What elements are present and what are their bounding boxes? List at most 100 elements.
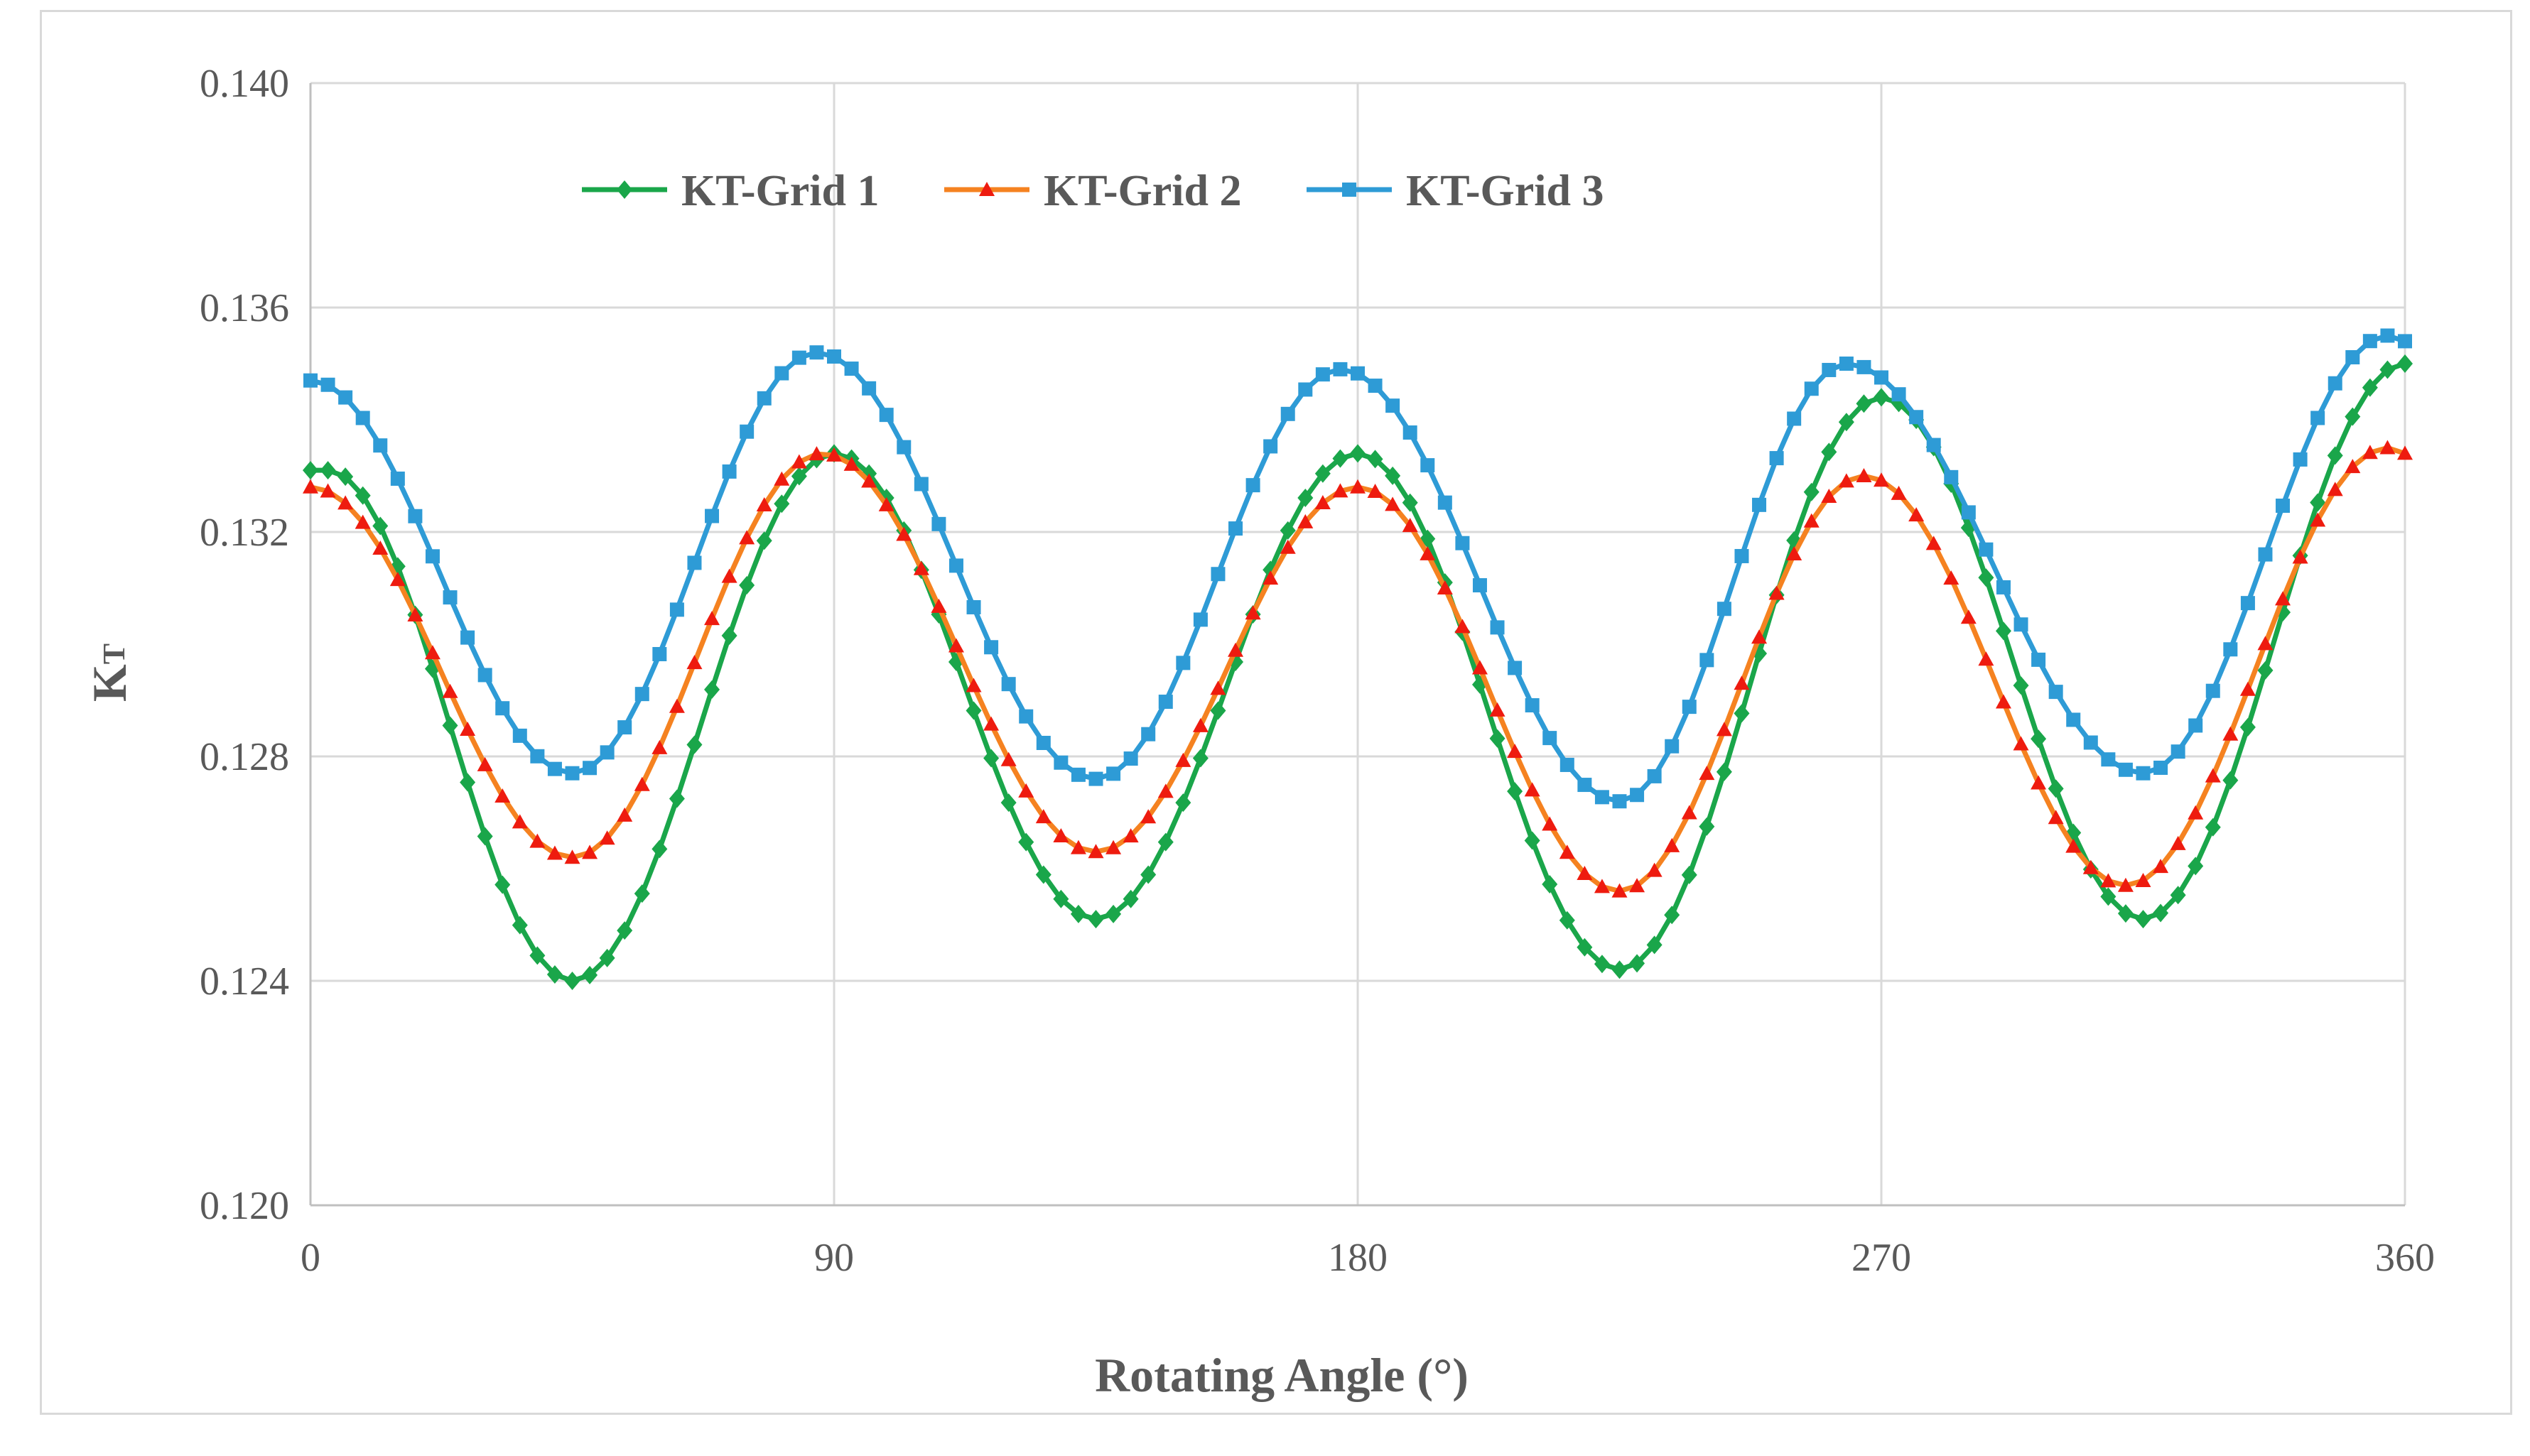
y-tick-label: 0.124 (200, 960, 289, 1004)
series-kt-grid-3-marker (2136, 766, 2151, 781)
series-kt-grid-2-marker (1734, 675, 1750, 690)
series-kt-grid-3-marker (2170, 744, 2185, 759)
series-kt-grid-2-marker (1175, 752, 1191, 767)
series-kt-grid-3-marker (1245, 478, 1260, 493)
series-kt-grid-2-marker (1210, 680, 1226, 695)
series-kt-grid-2-marker (1263, 570, 1279, 585)
legend-swatch-marker (1342, 183, 1356, 197)
legend-item-kt-grid-1: KT-Grid 1 (582, 167, 880, 215)
series-kt-grid-1-marker (1332, 449, 1348, 468)
series-kt-grid-2-marker (1297, 514, 1314, 528)
axes (309, 83, 2405, 1207)
series-kt-grid-2-marker (2222, 726, 2239, 741)
series-kt-grid-2-marker (1577, 866, 1593, 881)
series-kt-grid-1-marker (669, 789, 685, 808)
series-kt-grid-3-marker (1630, 788, 1645, 803)
series-kt-grid-2-marker (739, 530, 755, 545)
series-kt-grid-1-marker (774, 494, 790, 514)
series-kt-grid-2-marker (2048, 810, 2064, 825)
series-kt-grid-3-marker (1769, 451, 1784, 466)
series-kt-grid-3-marker (897, 440, 912, 455)
series-kt-grid-1-marker (704, 680, 720, 699)
legend-label: KT-Grid 2 (1044, 167, 1242, 215)
series-kt-grid-2-marker (2205, 768, 2221, 783)
series-kt-grid-3-marker (2101, 752, 2116, 767)
series-kt-grid-2-marker (1891, 485, 1907, 500)
series-kt-grid-2-marker (1507, 744, 1523, 759)
series-kt-grid-3-marker (1559, 757, 1574, 772)
series-kt-grid-2-marker (1192, 717, 1209, 732)
series-kt-grid-2-marker (582, 844, 598, 859)
y-axis-title-main: K (82, 664, 136, 702)
series-kt-grid-2-marker (931, 598, 947, 613)
series-kt-grid-1-marker (1314, 464, 1331, 483)
series-kt-grid-3-marker (844, 362, 859, 376)
series-kt-grid-2-marker (1629, 878, 1645, 893)
legend-label: KT-Grid 1 (681, 167, 880, 215)
series-kt-grid-3-marker (547, 761, 562, 776)
series-kt-grid-2-marker (2065, 838, 2082, 853)
series-kt-grid-3-marker (1054, 755, 1069, 770)
series-kt-grid-2-marker (460, 722, 476, 737)
legend-swatch-marker (979, 182, 995, 196)
series-kt-grid-1-marker (617, 921, 633, 940)
series-kt-grid-1-marker (1140, 865, 1157, 884)
series-kt-grid-2-marker (2117, 877, 2134, 892)
series-kt-grid-2-marker (1402, 518, 1418, 533)
series-kt-grid-3-marker (757, 391, 772, 406)
series-kt-grid-1-marker (512, 916, 528, 935)
series-kt-grid-3-marker (1490, 620, 1505, 635)
series-kt-grid-2-marker (442, 683, 458, 698)
series-kt-grid-3-marker (1612, 794, 1627, 809)
series-kt-grid-1-marker (337, 467, 354, 487)
series-kt-grid-3-marker (390, 471, 405, 486)
series-kt-grid-1-marker (2362, 378, 2378, 397)
series-kt-grid-2-marker (2170, 835, 2186, 850)
series-kt-grid-1-marker (372, 516, 389, 536)
series-kt-grid-2-marker (1367, 484, 1383, 499)
series-kt-grid-3-marker (1123, 751, 1138, 766)
series-kt-grid-1-marker (1524, 831, 1540, 850)
series-kt-grid-1-marker (1123, 889, 1139, 908)
series-kt-grid-1-marker (582, 965, 598, 984)
series-kt-grid-3-marker (1402, 425, 1417, 440)
series-kt-grid-3-marker (914, 477, 929, 491)
series-kt-grid-3-marker (1594, 790, 1609, 805)
series-kt-grid-3-marker (2118, 762, 2133, 777)
series-kt-grid-2-marker (564, 849, 580, 864)
y-tick-label: 0.128 (200, 735, 289, 779)
series-kt-grid-2-marker (878, 496, 894, 511)
series-kt-grid-1-marker (1000, 793, 1017, 813)
series-kt-grid-3-marker (774, 366, 789, 381)
series-kt-grid-1-marker (2257, 661, 2274, 680)
series-kt-grid-1-marker (1192, 749, 1209, 768)
series-kt-grid-3-marker (2153, 760, 2168, 775)
legend-item-kt-grid-2: KT-Grid 2 (944, 167, 1242, 215)
series-kt-grid-2-marker (1454, 619, 1471, 634)
series-kt-grid-1-marker (2379, 360, 2396, 379)
legend-label: KT-Grid 3 (1406, 167, 1604, 215)
series-kt-grid-2-marker (1088, 844, 1104, 859)
series-kt-grid-2-marker (1053, 828, 1069, 843)
series-kt-grid-3-marker (809, 345, 824, 360)
series-kt-grid-2-marker (2379, 440, 2396, 455)
series-kt-grid-2-marker (809, 446, 825, 461)
series-kt-grid-3-marker (652, 646, 667, 661)
series-kt-grid-3-marker (1647, 768, 1662, 783)
series-kt-grid-3-marker (1944, 469, 1959, 484)
series-kt-grid-2-marker (2345, 459, 2361, 474)
series-kt-grid-2-marker (424, 645, 440, 660)
series-kt-grid-2-marker (389, 572, 406, 587)
series-kt-grid-1-marker (1664, 906, 1680, 925)
series-kt-grid-3-marker (1717, 602, 1731, 616)
series-kt-grid-1-marker (1646, 935, 1663, 955)
series-kt-grid-2-marker (1751, 629, 1768, 644)
series-kt-grid-3-marker (984, 640, 999, 655)
series-kt-grid-2-marker (512, 814, 528, 829)
series-kt-grid-1-marker (1681, 865, 1697, 884)
series-kt-grid-3-marker (1141, 727, 1156, 741)
series-kt-grid-3-marker (425, 549, 440, 564)
series-kt-grid-2-marker (1856, 468, 1872, 482)
series-kt-grid-3-marker (1996, 580, 2011, 594)
series-kt-grid-1-marker (2397, 354, 2413, 373)
